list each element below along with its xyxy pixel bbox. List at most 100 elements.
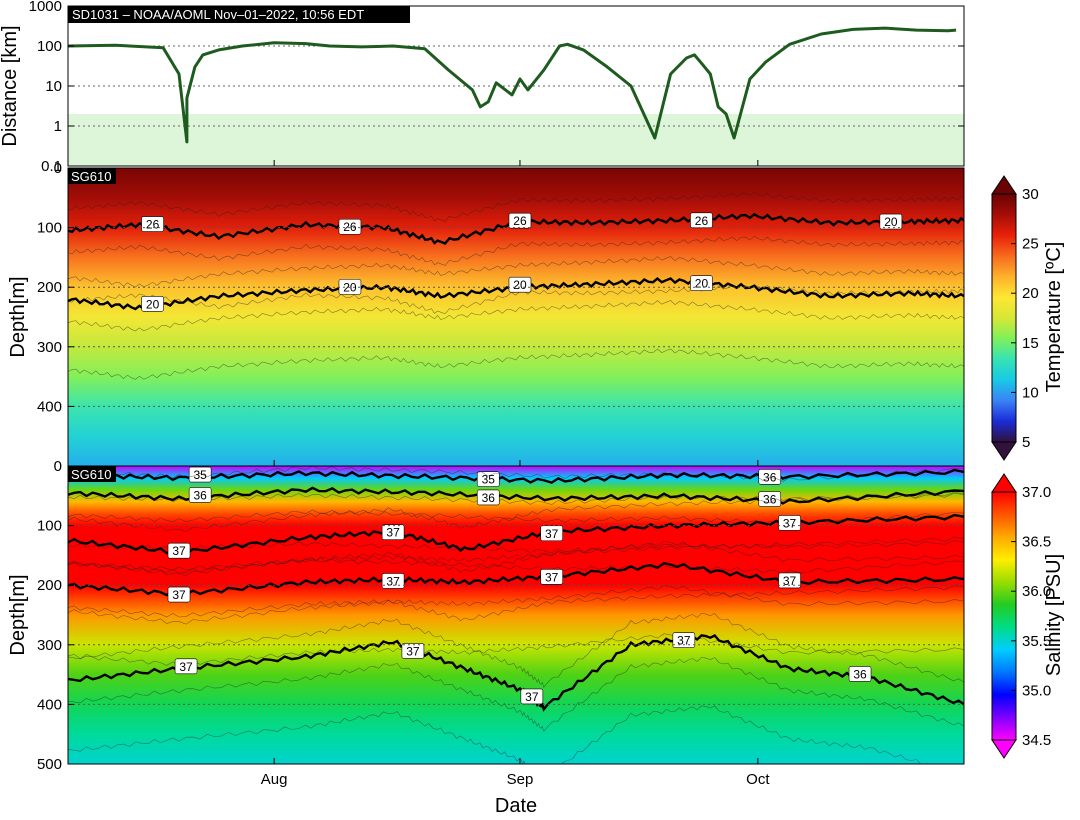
salinity-tick-label: 400 xyxy=(37,696,62,713)
temperature-contour-label-bg xyxy=(338,218,362,235)
temperature-contour-thin xyxy=(68,300,964,332)
salinity-contour-label: 37 xyxy=(406,644,420,658)
salinity-contour-label-bg xyxy=(476,471,500,487)
distance-tick-label: 1 xyxy=(54,118,62,135)
salinity-contour-label: 37 xyxy=(386,526,400,540)
distance-panel: 0.1 1 10 100 1000 SD1031 – NOAA/AOML Nov–01–… xyxy=(0,0,965,175)
temperature-contour-label: 20 xyxy=(695,277,709,291)
salinity-contour-label: 37 xyxy=(545,570,559,584)
temperature-colorbar-label: Temperature [ºC] xyxy=(1043,242,1065,393)
temperature-colorbar-tick-label: 30 xyxy=(1022,186,1039,203)
temperature-tick-label: 400 xyxy=(37,398,62,415)
distance-bg xyxy=(68,6,964,114)
distance-header-tag: SD1031 – NOAA/AOML Nov–01–2022, 10:56 ED… xyxy=(68,6,410,23)
temperature-tag-bg xyxy=(68,168,116,184)
distance-tick-label: 100 xyxy=(37,38,62,55)
temperature-contour-thin xyxy=(68,235,964,266)
salinity-y-ticks: 0 100 200 300 400 500 xyxy=(37,458,74,773)
salinity-colorbar-tick-label: 35.5 xyxy=(1022,633,1051,650)
distance-y-label: Distance [km] xyxy=(0,25,21,146)
salinity-contour-thin xyxy=(68,509,964,526)
salinity-contour-label-bg xyxy=(540,525,563,542)
temperature-y-label: Depth[m] xyxy=(7,276,29,357)
salinity-contour-label: 36 xyxy=(193,488,207,502)
salinity-frame xyxy=(67,465,965,765)
temperature-contour-label: 20 xyxy=(343,280,357,294)
salinity-contour-label-bg xyxy=(758,468,782,485)
salinity-contour-label-bg xyxy=(758,491,782,507)
salinity-contour-label: 37 xyxy=(677,634,691,648)
temperature-contour-label: 20 xyxy=(146,297,160,311)
temperature-contour-label: 20 xyxy=(513,278,527,292)
distance-tick-label: 10 xyxy=(45,78,62,95)
salinity-contour-label: 36 xyxy=(763,493,777,507)
salinity-tick-label: 0 xyxy=(54,458,62,475)
salinity-contour-thin xyxy=(68,540,964,574)
salinity-tick-label: 200 xyxy=(37,577,62,594)
salinity-tag: SG610 xyxy=(68,466,116,482)
salinity-contour-label-bg xyxy=(778,572,801,589)
temperature-contour-label: 20 xyxy=(884,215,898,229)
distance-header-text: SD1031 – NOAA/AOML Nov–01–2022, 10:56 ED… xyxy=(72,7,364,22)
distance-header-bg xyxy=(68,6,410,23)
distance-series-line xyxy=(68,26,957,144)
salinity-colorbar-body xyxy=(991,491,1017,741)
temperature-tick-label: 100 xyxy=(37,220,62,237)
temperature-contour-label-bg xyxy=(690,275,713,292)
salinity-contour-label: 37 xyxy=(525,690,539,704)
salinity-contour-label: 37 xyxy=(783,516,797,530)
salinity-contour-thin xyxy=(68,633,964,666)
temperature-tag: SG610 xyxy=(68,168,116,184)
salinity-tick-label: 500 xyxy=(37,756,62,773)
temperature-contour-label: 26 xyxy=(695,214,709,228)
temperature-contour-thin xyxy=(68,348,964,380)
salinity-contour-thin xyxy=(68,584,964,618)
salinity-contour-label-bg xyxy=(167,586,191,603)
salinity-contour-thin xyxy=(68,557,964,575)
salinity-colorbar-label: Salinity [PSU] xyxy=(1043,554,1065,676)
temperature-colorbar-bottom-arrow xyxy=(991,441,1017,461)
salinity-contour-label-bg xyxy=(401,643,425,659)
salinity-colorbar-tick-label: 36.5 xyxy=(1022,534,1051,551)
temperature-contour-label-bg xyxy=(508,276,532,293)
temperature-colorbar-top-arrow xyxy=(991,175,1017,195)
date-x-ticks: Aug Sep Oct xyxy=(261,160,770,788)
date-x-label: Date xyxy=(495,795,537,817)
date-tick-label: Oct xyxy=(746,771,770,788)
salinity-contour-label-bg xyxy=(476,489,500,506)
salinity-colorbar-top-arrow xyxy=(991,473,1017,493)
temperature-colorbar-tick-label: 5 xyxy=(1022,434,1030,451)
salinity-contour-label: 37 xyxy=(783,574,797,588)
salinity-contour-label: 37 xyxy=(386,574,400,588)
temperature-tick-label: 200 xyxy=(37,279,62,296)
salinity-contour-label: 35 xyxy=(482,473,496,487)
temperature-colorbar-tick-label: 25 xyxy=(1022,236,1039,253)
salinity-contour-label-bg xyxy=(848,666,872,682)
salinity-contour-thin xyxy=(68,540,964,554)
salinity-contour-label: 37 xyxy=(172,544,186,558)
salinity-contour-label: 36 xyxy=(482,491,496,505)
salinity-tag-bg xyxy=(68,466,116,482)
temperature-colorbar-tick-label: 20 xyxy=(1022,285,1039,302)
date-tick-label: Sep xyxy=(507,771,534,788)
salinity-contour-label-bg xyxy=(188,487,212,503)
temperature-colorbar: 5 10 15 20 25 30 xyxy=(991,175,1039,461)
date-tick-label: Aug xyxy=(261,771,288,788)
salinity-contour-label-bg xyxy=(174,658,198,675)
temperature-grid xyxy=(68,227,964,407)
temperature-contours: 26 26 26 26 20 20 20 20 20 xyxy=(68,191,964,380)
salinity-contour-thin xyxy=(68,613,964,688)
salinity-contour-label-bg xyxy=(540,568,563,585)
salinity-contour-label-bg xyxy=(672,632,696,648)
salinity-contour-thin xyxy=(68,536,964,577)
temperature-contour-thin xyxy=(68,191,964,222)
salinity-contour-thin xyxy=(68,705,931,764)
temperature-panel: 26 26 26 26 20 20 20 20 20 0 100 200 300 400 SG610 D… xyxy=(7,160,1065,467)
salinity-contour-label-bg xyxy=(778,515,801,531)
salinity-contour-thin xyxy=(68,657,964,732)
distance-tick-label: 1000 xyxy=(29,0,62,15)
salinity-contour-label: 35 xyxy=(193,468,207,482)
salinity-contour-thin xyxy=(68,466,964,482)
temperature-contour-label-bg xyxy=(879,213,903,230)
